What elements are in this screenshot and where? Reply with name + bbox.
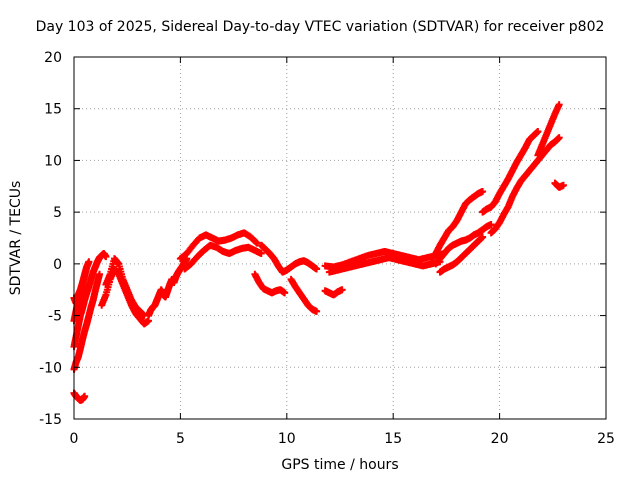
x-tick-label: 25 xyxy=(597,431,615,447)
x-tick-label: 10 xyxy=(278,431,296,447)
data-point xyxy=(85,258,93,266)
data-point xyxy=(313,307,321,315)
data-point xyxy=(313,265,321,273)
series-evening-c xyxy=(436,233,487,276)
y-tick-label: 5 xyxy=(53,205,62,221)
y-tick-label: -15 xyxy=(39,412,62,428)
series-night-a xyxy=(479,127,542,216)
data-point xyxy=(252,238,260,246)
y-tick-label: -10 xyxy=(39,360,62,376)
series-afternoon-a xyxy=(257,241,321,276)
x-axis-label: GPS time / hours xyxy=(281,457,399,473)
data-point xyxy=(257,250,265,258)
series-midday-a xyxy=(176,229,261,263)
data-point xyxy=(338,286,346,294)
data-point xyxy=(102,253,110,261)
data-point xyxy=(253,239,261,247)
series-afternoon-drop xyxy=(287,275,321,315)
series-night-c xyxy=(534,101,563,159)
series-morning-noise xyxy=(144,255,191,320)
series-night-b xyxy=(487,134,563,237)
data-point xyxy=(534,127,542,135)
x-tick-label: 20 xyxy=(491,431,509,447)
series-morning-wave-b xyxy=(102,255,148,320)
series-early-rise-b xyxy=(70,250,110,351)
data-point xyxy=(479,187,487,195)
y-tick-label: 0 xyxy=(53,257,62,273)
chart-title: Day 103 of 2025, Sidereal Day-to-day VTE… xyxy=(35,19,605,35)
data-point xyxy=(479,233,487,241)
data-point xyxy=(559,181,567,189)
grid xyxy=(74,57,606,419)
series-evening-a xyxy=(428,187,487,263)
axis-ticks: 0 5 10 15 20 25 -15 -10 -5 0 5 10 15 20 xyxy=(39,50,615,447)
data-point xyxy=(555,134,563,142)
x-tick-label: 5 xyxy=(176,431,185,447)
y-tick-label: 20 xyxy=(44,50,62,66)
data-point xyxy=(281,289,289,297)
series-gap-points xyxy=(321,286,346,299)
plot-frame xyxy=(73,56,607,420)
y-tick-label: 10 xyxy=(44,153,62,169)
data-point xyxy=(487,221,495,229)
y-axis-label: SDTVAR / TECUs xyxy=(8,180,24,296)
data-point xyxy=(96,270,104,278)
data-point xyxy=(555,101,563,109)
series-early-low xyxy=(70,389,89,404)
y-tick-label: 15 xyxy=(44,102,62,118)
y-tick-label: -5 xyxy=(48,309,62,325)
x-tick-label: 0 xyxy=(70,431,79,447)
data-points xyxy=(70,101,567,404)
series-night-end xyxy=(551,179,567,191)
data-point xyxy=(81,392,89,400)
x-tick-label: 15 xyxy=(384,431,402,447)
series-early-rise-a xyxy=(70,270,104,373)
series-evening-b xyxy=(432,221,495,268)
series-afternoon-dip xyxy=(251,270,289,297)
series-midday-b xyxy=(181,241,265,273)
